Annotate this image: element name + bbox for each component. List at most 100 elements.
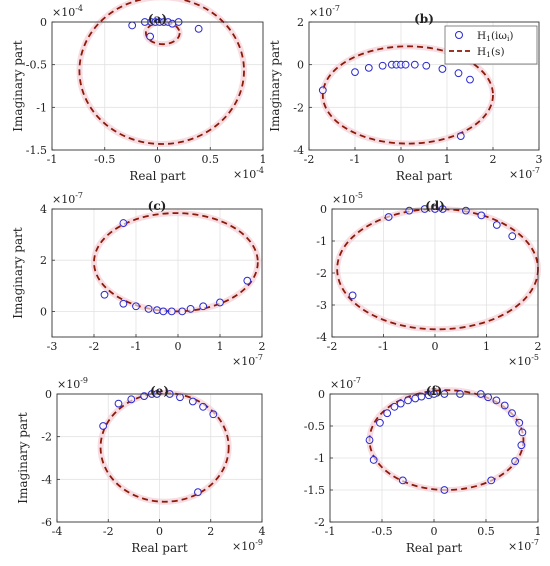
data-point — [348, 291, 357, 300]
legend-label-tail: (s) — [491, 46, 505, 58]
plot-area — [52, 209, 262, 337]
data-point — [401, 60, 410, 69]
data-point — [365, 436, 374, 444]
data-point — [396, 399, 405, 408]
x-exponent: ×10-7 — [509, 166, 540, 181]
panel-title: (b) — [414, 12, 434, 26]
x-exponent: ×10-7 — [508, 538, 539, 553]
data-point — [511, 457, 520, 466]
x-axis-label: Real part — [406, 541, 463, 555]
axes-frame — [308, 21, 540, 151]
x-tick-label: -1 — [350, 153, 361, 166]
y-tick-label: -3 — [316, 299, 327, 312]
y-tick-label: -0.5 — [26, 59, 47, 72]
data-point — [456, 132, 465, 141]
axes-frame — [51, 208, 263, 338]
y-tick-label: -2 — [316, 267, 327, 280]
panel-a: -1 -0.5 0 0.5 1-1.5-1-0.50 (a)×10-4×10-4Real … — [11, 0, 267, 183]
data-point — [492, 221, 501, 229]
data-point — [492, 396, 501, 405]
x-tick-label: 0.5 — [477, 525, 495, 538]
y-exponent-power: -9 — [80, 376, 88, 385]
y-tick-label: 0 — [297, 59, 304, 72]
y-tick-label: -4 — [293, 144, 304, 157]
y-tick-label: -6 — [41, 516, 52, 529]
data-point — [144, 304, 153, 313]
x-tick-label: 1 — [217, 340, 224, 353]
data-point — [405, 206, 414, 215]
data-point — [194, 488, 202, 497]
fitted-curve — [93, 212, 259, 313]
data-point — [440, 486, 449, 494]
x-tick-label: -4 — [52, 525, 63, 538]
data-point — [194, 24, 203, 33]
y-tick-label: 2 — [297, 16, 304, 29]
data-point — [508, 232, 517, 241]
x-tick-label: -2 — [327, 340, 338, 353]
legend-label-sub: 1 — [486, 50, 491, 59]
data-point — [199, 302, 208, 311]
x-tick-label: 1 — [260, 153, 267, 166]
legend-marker — [455, 31, 463, 39]
data-point — [132, 302, 140, 311]
data-point — [484, 393, 492, 402]
y-tick-label: 0 — [40, 16, 47, 29]
x-tick-label: -1 — [131, 340, 142, 353]
fitted-curve — [78, 0, 245, 145]
data-point — [167, 307, 176, 316]
y-exponent-power: -7 — [75, 191, 83, 200]
y-tick-label: -1 — [36, 101, 47, 114]
data-point — [410, 60, 419, 69]
data-point — [178, 307, 187, 316]
x-tick-label: -1 — [47, 153, 58, 166]
data-point — [119, 299, 128, 308]
y-tick-label: 0 — [45, 388, 52, 401]
y-tick-label: -4 — [316, 331, 327, 344]
data-point — [128, 21, 137, 30]
data-point — [100, 290, 109, 299]
y-tick-label: 2 — [40, 254, 47, 267]
data-point — [517, 441, 526, 450]
legend-label: H1(s) — [477, 46, 505, 59]
x-tick-label: -1 — [325, 525, 336, 538]
x-exponent-power: -9 — [255, 538, 263, 547]
y-exponent: ×10-7 — [52, 191, 83, 206]
data-point — [477, 211, 486, 220]
data-point — [146, 32, 155, 41]
y-tick-label: 0 — [320, 203, 327, 216]
x-tick-label: 0.5 — [202, 153, 220, 166]
y-exponent: ×10-7 — [309, 4, 340, 19]
data-point — [369, 456, 378, 464]
y-tick-label: -4 — [41, 473, 52, 486]
legend: H1(iωi) H1(s) — [444, 25, 538, 65]
data-point — [466, 75, 474, 84]
x-tick-label: 0 — [154, 153, 161, 166]
y-tick-label: 0 — [40, 305, 47, 318]
x-tick-label: 4 — [259, 525, 266, 538]
y-exponent: ×10-7 — [330, 376, 361, 391]
panel-d: -2 -1 0 1 2 -4 -3 -2 -1 0 (d) ×10-5 ×10-5 — [316, 191, 541, 368]
y-tick-label: -1 — [316, 235, 327, 248]
x-exponent: ×10-7 — [232, 353, 263, 368]
x-exponent: ×10-9 — [232, 538, 263, 553]
x-exponent: ×10-5 — [508, 353, 539, 368]
data-point — [398, 476, 407, 485]
y-tick-label: -1.5 — [26, 144, 47, 157]
data-point — [209, 410, 218, 419]
data-point — [383, 409, 392, 418]
data-point — [168, 19, 177, 28]
data-point — [119, 219, 128, 227]
data-point — [159, 307, 168, 316]
x-tick-label: -3 — [47, 340, 58, 353]
data-point — [438, 65, 447, 73]
x-tick-label: 2 — [490, 153, 497, 166]
x-tick-label: -2 — [304, 153, 315, 166]
x-tick-label: 3 — [536, 153, 543, 166]
x-tick-label: 1 — [535, 525, 542, 538]
panel-f: -1 -0.5 0 0.5 1 -2 -1.5 -1 -0.5 0 (f) ×10-7 ×10-7 Rea… — [304, 376, 542, 555]
x-exponent-power: -7 — [255, 353, 263, 362]
x-tick-label: 0 — [175, 340, 182, 353]
fitted-curve — [321, 45, 494, 145]
